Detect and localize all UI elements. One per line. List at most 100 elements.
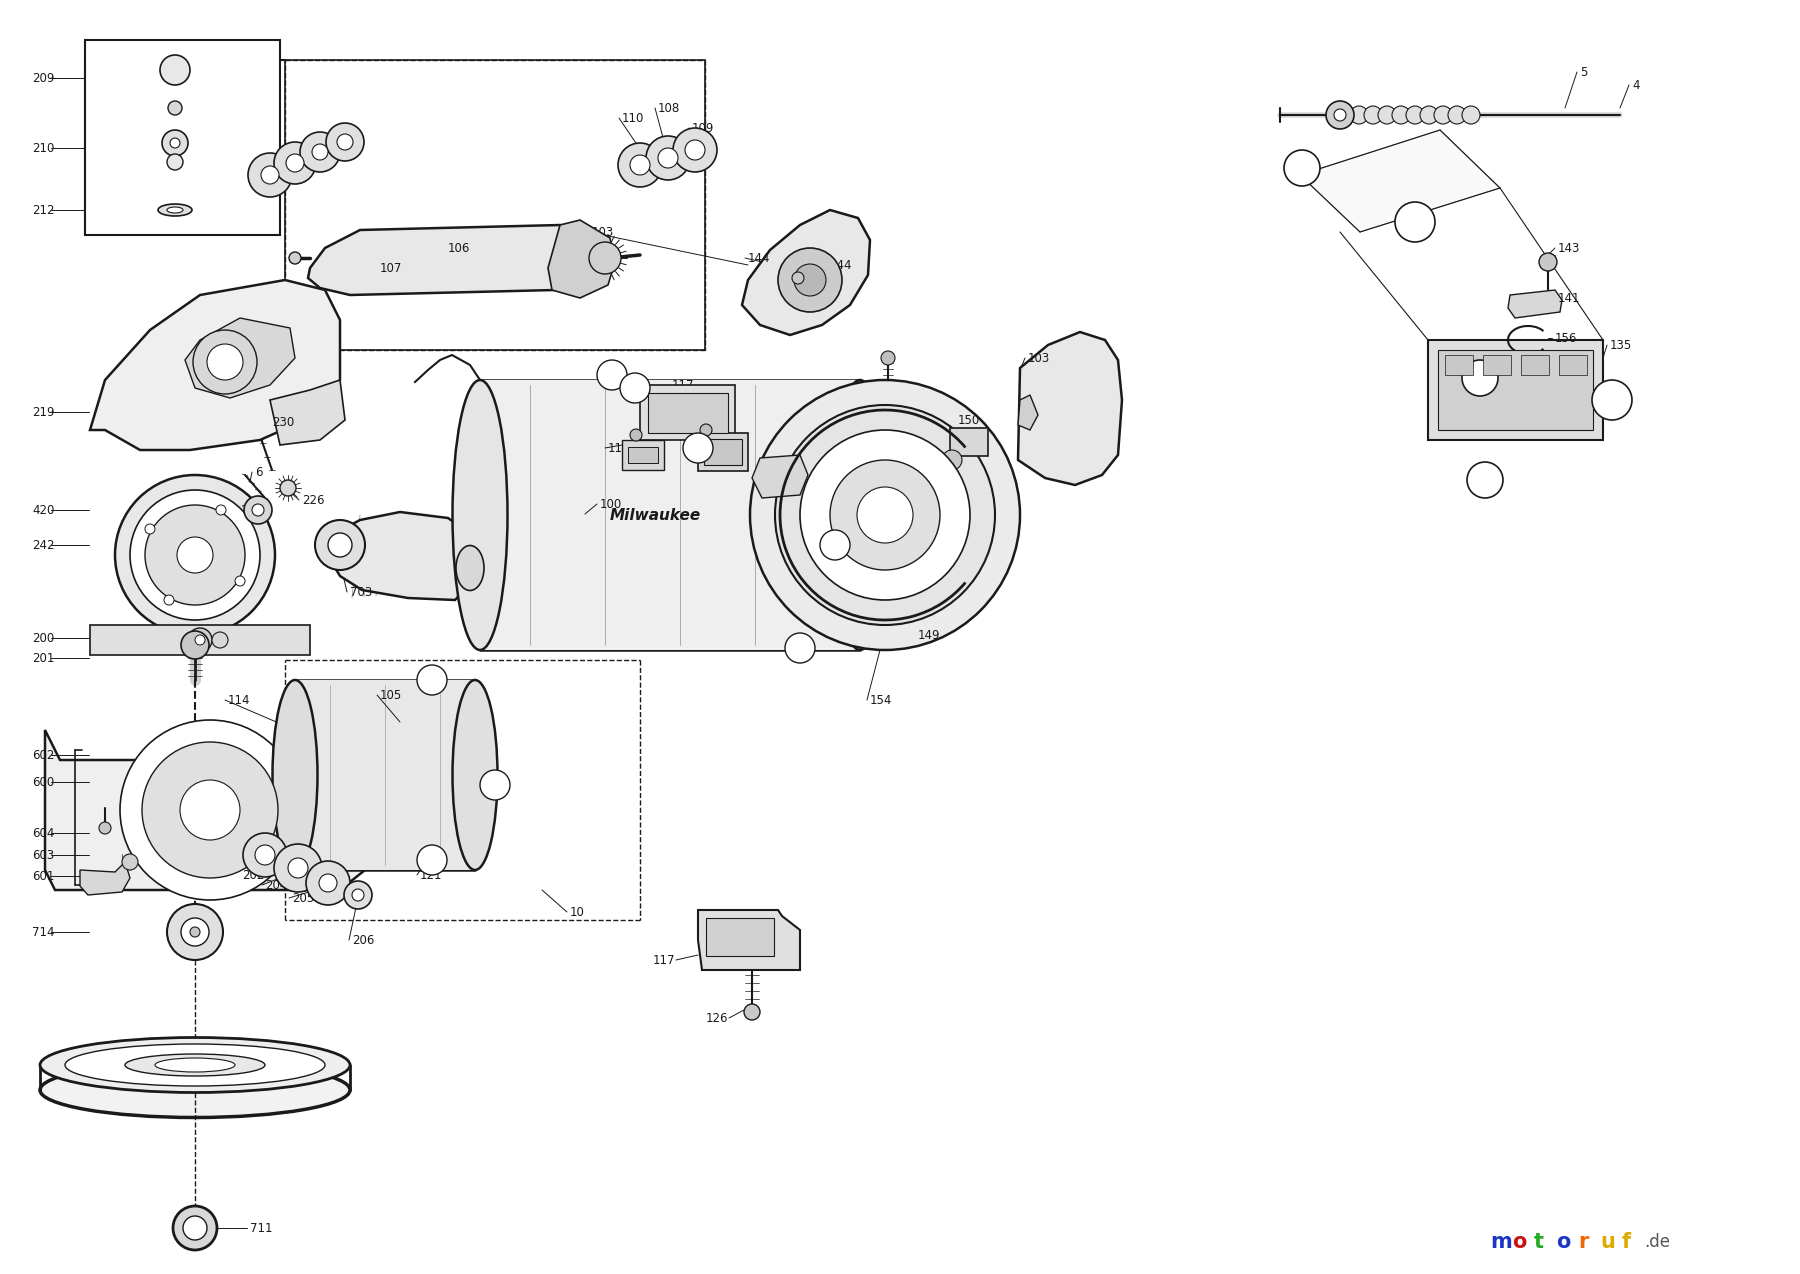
Text: 200: 200: [32, 632, 54, 645]
Polygon shape: [481, 380, 860, 650]
Circle shape: [1447, 106, 1465, 124]
Text: 119: 119: [295, 871, 317, 884]
Circle shape: [821, 530, 850, 561]
Text: e: e: [491, 780, 499, 790]
Text: 5: 5: [1580, 65, 1588, 79]
Text: 103: 103: [1028, 352, 1049, 364]
Polygon shape: [308, 225, 610, 296]
Text: 135: 135: [868, 437, 891, 451]
Circle shape: [160, 55, 191, 85]
Bar: [1483, 355, 1510, 375]
Circle shape: [236, 576, 245, 586]
Text: 703: 703: [349, 586, 373, 599]
Bar: [704, 440, 742, 465]
Bar: [85, 39, 281, 234]
Circle shape: [182, 919, 209, 947]
Circle shape: [167, 101, 182, 115]
Circle shape: [212, 632, 229, 648]
Ellipse shape: [155, 1057, 236, 1071]
Circle shape: [207, 344, 243, 380]
Circle shape: [880, 352, 895, 364]
Text: 420: 420: [32, 503, 54, 516]
Circle shape: [794, 264, 826, 296]
Text: o: o: [1512, 1232, 1526, 1252]
Circle shape: [1334, 110, 1346, 121]
Polygon shape: [328, 512, 475, 600]
Circle shape: [248, 153, 292, 197]
Circle shape: [589, 242, 621, 274]
Circle shape: [193, 330, 257, 394]
Polygon shape: [742, 210, 869, 335]
Circle shape: [617, 143, 662, 187]
Circle shape: [1591, 380, 1633, 420]
Circle shape: [252, 505, 265, 516]
Text: 109: 109: [691, 121, 715, 135]
Text: 143: 143: [1559, 242, 1580, 255]
Circle shape: [682, 433, 713, 462]
Text: 226: 226: [302, 493, 324, 507]
Circle shape: [130, 490, 259, 620]
Ellipse shape: [452, 380, 508, 650]
Text: 10: 10: [571, 906, 585, 919]
Text: 227: 227: [239, 503, 263, 516]
Text: c: c: [695, 443, 700, 454]
Circle shape: [1364, 106, 1382, 124]
Circle shape: [115, 475, 275, 634]
Circle shape: [619, 373, 650, 403]
Circle shape: [1420, 106, 1438, 124]
Text: 121: 121: [419, 869, 443, 882]
Ellipse shape: [124, 1054, 265, 1077]
Circle shape: [659, 148, 679, 168]
Circle shape: [1350, 106, 1368, 124]
Circle shape: [941, 450, 961, 470]
Circle shape: [281, 480, 295, 496]
Text: 204: 204: [265, 879, 288, 892]
Circle shape: [337, 134, 353, 150]
Circle shape: [1336, 106, 1354, 124]
Bar: [950, 428, 988, 456]
Circle shape: [686, 140, 706, 161]
Circle shape: [418, 665, 446, 696]
Polygon shape: [1508, 290, 1562, 318]
Bar: [641, 385, 734, 440]
Circle shape: [785, 633, 815, 662]
Circle shape: [1462, 106, 1480, 124]
Circle shape: [191, 927, 200, 936]
Text: 152: 152: [913, 456, 934, 469]
Text: 602: 602: [32, 749, 54, 762]
Circle shape: [315, 520, 365, 569]
Text: .de: .de: [1643, 1233, 1670, 1251]
Circle shape: [326, 124, 364, 161]
Circle shape: [353, 889, 364, 901]
Circle shape: [598, 361, 626, 390]
Text: 201: 201: [32, 651, 54, 665]
Ellipse shape: [65, 1043, 326, 1085]
Bar: [628, 447, 659, 462]
Text: Milwaukee: Milwaukee: [610, 507, 700, 522]
Text: 106: 106: [448, 242, 470, 255]
Circle shape: [743, 1004, 760, 1020]
Circle shape: [418, 845, 446, 875]
Circle shape: [700, 424, 713, 436]
Circle shape: [164, 595, 175, 605]
Ellipse shape: [167, 206, 184, 213]
Circle shape: [776, 405, 995, 626]
Polygon shape: [547, 220, 616, 298]
Polygon shape: [1019, 333, 1121, 485]
Bar: [648, 392, 727, 433]
Text: 150: 150: [958, 414, 981, 427]
Text: a: a: [1411, 215, 1418, 228]
Circle shape: [243, 833, 286, 877]
Polygon shape: [1019, 395, 1039, 431]
Text: 144: 144: [749, 251, 770, 265]
Circle shape: [751, 380, 1021, 650]
Text: 100: 100: [599, 498, 623, 511]
Text: f: f: [1622, 1232, 1631, 1252]
Bar: [90, 626, 310, 655]
Polygon shape: [752, 455, 808, 498]
Circle shape: [245, 496, 272, 524]
Circle shape: [1406, 106, 1424, 124]
Text: 156: 156: [1555, 331, 1577, 344]
Circle shape: [184, 1215, 207, 1240]
Text: 149: 149: [918, 628, 941, 642]
